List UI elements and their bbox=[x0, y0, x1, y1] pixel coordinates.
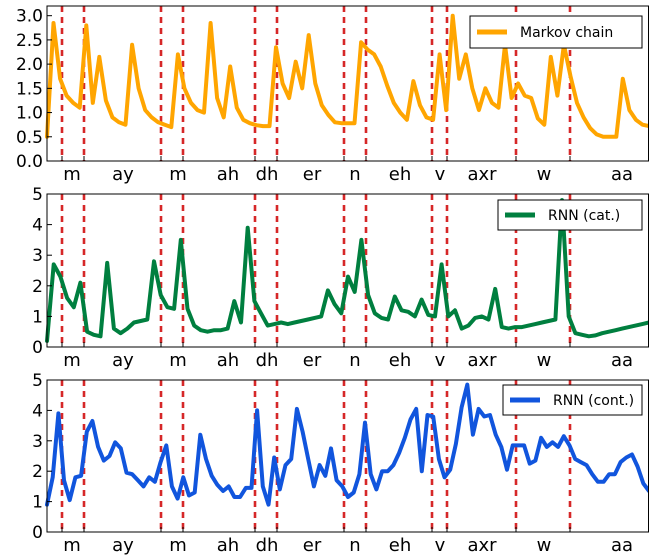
phoneme-label: axr bbox=[467, 350, 497, 371]
phoneme-label: dh bbox=[256, 535, 279, 555]
phoneme-label: m bbox=[63, 535, 81, 555]
phoneme-label: aa bbox=[611, 350, 633, 371]
y-tick-label: 0 bbox=[32, 523, 43, 543]
phoneme-label: n bbox=[349, 535, 360, 555]
legend-label: Markov chain bbox=[520, 25, 613, 41]
y-tick-label: 1 bbox=[32, 307, 43, 327]
panel-1: 0.0 0.5 1.0 1.5 2.0 2.5 3.0 m ay m ah dh er n eh v axr w a… bbox=[16, 5, 649, 185]
phoneme-label: eh bbox=[389, 535, 411, 555]
y-tick-label: 2 bbox=[32, 277, 43, 297]
phoneme-label: ay bbox=[112, 350, 134, 371]
phoneme-label: w bbox=[537, 350, 552, 371]
phoneme-label: n bbox=[349, 164, 360, 185]
phoneme-label: ah bbox=[217, 164, 239, 185]
phoneme-label: axr bbox=[467, 164, 497, 185]
phoneme-label: er bbox=[303, 164, 322, 185]
phoneme-label: m bbox=[63, 164, 81, 185]
legend-label: RNN (cont.) bbox=[553, 393, 634, 409]
phoneme-label: w bbox=[537, 164, 552, 185]
phoneme-label: er bbox=[303, 350, 322, 371]
legend-label: RNN (cat.) bbox=[548, 208, 620, 224]
y-tick-label: 2.0 bbox=[16, 55, 43, 75]
phoneme-label: v bbox=[435, 350, 446, 371]
y-tick-label: 1 bbox=[32, 493, 43, 513]
y-tick-label: 5 bbox=[32, 371, 43, 391]
series-line bbox=[45, 198, 649, 343]
phoneme-label: dh bbox=[256, 350, 279, 371]
y-tick-label: 0.5 bbox=[16, 128, 43, 148]
phoneme-label: v bbox=[435, 535, 446, 555]
phoneme-label: w bbox=[537, 535, 552, 555]
phoneme-label: er bbox=[303, 535, 322, 555]
y-tick-label: 3 bbox=[32, 432, 43, 452]
y-tick-label: 2 bbox=[32, 462, 43, 482]
legend: RNN (cat.) bbox=[497, 199, 643, 231]
phoneme-label: m bbox=[63, 350, 81, 371]
y-tick-label: 0 bbox=[32, 338, 43, 358]
phoneme-label: m bbox=[169, 535, 187, 555]
series-line bbox=[45, 382, 649, 507]
phoneme-label: ah bbox=[217, 350, 239, 371]
y-tick-label: 1.5 bbox=[16, 79, 43, 99]
series-line bbox=[45, 13, 649, 139]
phoneme-label: n bbox=[349, 350, 360, 371]
legend: RNN (cont.) bbox=[502, 384, 643, 416]
panel-3: 0 1 2 3 4 5 m ay m ah dh er n eh v axr w aa RNN (cont.) bbox=[32, 371, 649, 555]
legend: Markov chain bbox=[469, 15, 643, 49]
phoneme-label: v bbox=[435, 164, 446, 185]
phoneme-label: aa bbox=[611, 535, 633, 555]
phoneme-label: ay bbox=[112, 164, 134, 185]
y-tick-label: 2.5 bbox=[16, 31, 43, 51]
phoneme-label: eh bbox=[389, 350, 411, 371]
panel-2: 0 1 2 3 4 5 m ay m ah dh er n eh v axr w aa RNN (cat.) bbox=[32, 185, 649, 371]
phoneme-label: aa bbox=[611, 164, 633, 185]
phoneme-label: axr bbox=[467, 535, 497, 555]
phoneme-label: m bbox=[169, 164, 187, 185]
y-tick-label: 1.0 bbox=[16, 104, 43, 124]
phoneme-label: dh bbox=[256, 164, 279, 185]
phoneme-label: ay bbox=[112, 535, 134, 555]
y-tick-label: 3.0 bbox=[16, 7, 43, 27]
y-tick-label: 0.0 bbox=[16, 152, 43, 172]
phoneme-label: ah bbox=[217, 535, 239, 555]
y-tick-label: 4 bbox=[32, 401, 43, 421]
y-tick-label: 4 bbox=[32, 216, 43, 236]
phoneme-label: m bbox=[169, 350, 187, 371]
phoneme-label: eh bbox=[389, 164, 411, 185]
y-tick-label: 5 bbox=[32, 185, 43, 205]
y-tick-label: 3 bbox=[32, 246, 43, 266]
